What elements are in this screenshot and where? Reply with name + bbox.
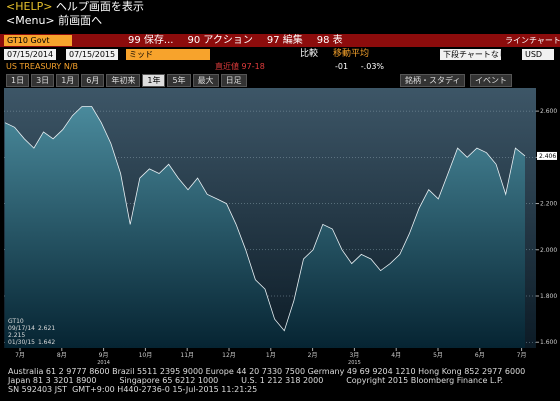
toolbar-button[interactable]: 97 編集 (266, 35, 303, 46)
toolbar-buttons: 99 保存... 90 アクション 97 編集 98 表 (128, 34, 357, 47)
last-value: 97-18 (241, 62, 265, 71)
menu-key[interactable]: <Menu> (6, 14, 55, 27)
x-tick-label: 1月 (266, 352, 276, 359)
y-tick-label: 2.200 (540, 201, 557, 208)
x-tick-label: 9月 (99, 352, 109, 359)
change: -01 -.03% (335, 61, 384, 73)
year-label: 2014 (97, 360, 110, 366)
year-label: 2015 (348, 360, 361, 366)
period-button[interactable]: 3日 (31, 74, 55, 87)
studies-button[interactable]: 銘柄・スタディ (400, 74, 466, 87)
period-button[interactable]: 6月 (81, 74, 105, 87)
area-fill (5, 106, 525, 348)
price-type[interactable]: ミッド (126, 49, 210, 60)
toolbar-button[interactable]: 99 保存... (128, 35, 174, 46)
x-tick-label: 3月 (349, 352, 359, 359)
footer-line: SN 592403 JST GMT+9:00 H440-2736-0 15-Ju… (8, 385, 258, 394)
help-text: ヘルプ画面を表示 (55, 0, 144, 13)
legend-row: 2.215 (8, 332, 58, 339)
x-tick-label: 7月 (15, 352, 25, 359)
footer: Australia 61 2 9777 8600 Brazil 5511 239… (8, 367, 525, 394)
x-tick-label: 11月 (180, 352, 194, 359)
last-price: 直近値 97-18 (215, 61, 265, 73)
change-value: -01 (335, 62, 349, 71)
low-date: 01/30/15 (8, 339, 35, 346)
period-button[interactable]: 1年 (142, 74, 166, 87)
legend-row: 01/30/15 1.642 (8, 339, 58, 346)
x-tick-label: 6月 (475, 352, 485, 359)
y-tick-label: 2.600 (540, 108, 557, 115)
period-buttons: 1日 3日 1月 6月 年初来 1年 5年 最大 日足 (6, 74, 249, 87)
high-value: 2.621 (37, 325, 56, 332)
footer-line: Japan 81 3 3201 8900 Singapore 65 6212 1… (8, 376, 504, 385)
events-button[interactable]: イベント (470, 74, 512, 87)
end-date[interactable]: 07/15/2015 (66, 49, 119, 60)
mean-value: 2.215 (8, 332, 26, 339)
period-button[interactable]: 1月 (56, 74, 80, 87)
help-line: <HELP> ヘルプ画面を表示 (6, 1, 144, 13)
security-input[interactable]: GT10 Govt (4, 35, 72, 46)
legend-row: GT10 (8, 318, 58, 325)
x-tick-label: 12月 (222, 352, 236, 359)
x-tick-label: 5月 (433, 352, 443, 359)
line (4, 106, 526, 332)
security-name: US TREASURY N/B (6, 62, 79, 71)
last-label: 直近値 (215, 62, 239, 71)
x-tick-label: 4月 (391, 352, 401, 359)
x-tick-label: 2月 (308, 352, 318, 359)
x-tick-label: 8月 (57, 352, 67, 359)
lower-chart[interactable]: 下段チャートなし (440, 49, 507, 60)
y-tick-label: 1.600 (540, 339, 557, 346)
x-tick-label: 10月 (139, 352, 153, 359)
start-date[interactable]: 07/15/2014 (4, 49, 57, 60)
period-button[interactable]: 最大 (192, 74, 219, 87)
menu-line: <Menu> 前画面へ (6, 15, 102, 27)
high-date: 09/17/14 (8, 325, 35, 332)
toolbar-button[interactable]: 98 表 (316, 35, 343, 46)
y-tick-label: 1.800 (540, 293, 557, 300)
period-button[interactable]: 年初来 (106, 74, 141, 87)
menu-text: 前画面へ (58, 14, 103, 27)
frequency-button[interactable]: 日足 (220, 74, 247, 87)
compare[interactable]: 比較 (300, 49, 319, 59)
toolbar (0, 34, 560, 47)
change-pct: -.03% (360, 62, 385, 71)
low-value: 1.642 (37, 339, 56, 346)
y-tick-label: 2.000 (540, 247, 557, 254)
help-key[interactable]: <HELP> (6, 0, 53, 13)
period-button[interactable]: 1日 (6, 74, 30, 87)
legend-row: 09/17/14 2.621 (8, 325, 58, 332)
legend-series-name: GT10 (8, 318, 24, 325)
moving-average[interactable]: 移動平均 (333, 49, 370, 59)
footer-line: Australia 61 2 9777 8600 Brazil 5511 239… (8, 367, 526, 376)
currency[interactable]: USD (522, 49, 554, 60)
chart-type[interactable]: ラインチャート (505, 36, 560, 45)
period-button[interactable]: 5年 (167, 74, 191, 87)
last-value-label: 2.406 (539, 153, 556, 160)
legend: GT10 09/17/14 2.621 2.215 01/30/15 1.642 (8, 318, 58, 346)
last-value-box (537, 151, 557, 160)
toolbar-button[interactable]: 90 アクション (187, 35, 253, 46)
x-tick-label: 7月 (517, 352, 527, 359)
